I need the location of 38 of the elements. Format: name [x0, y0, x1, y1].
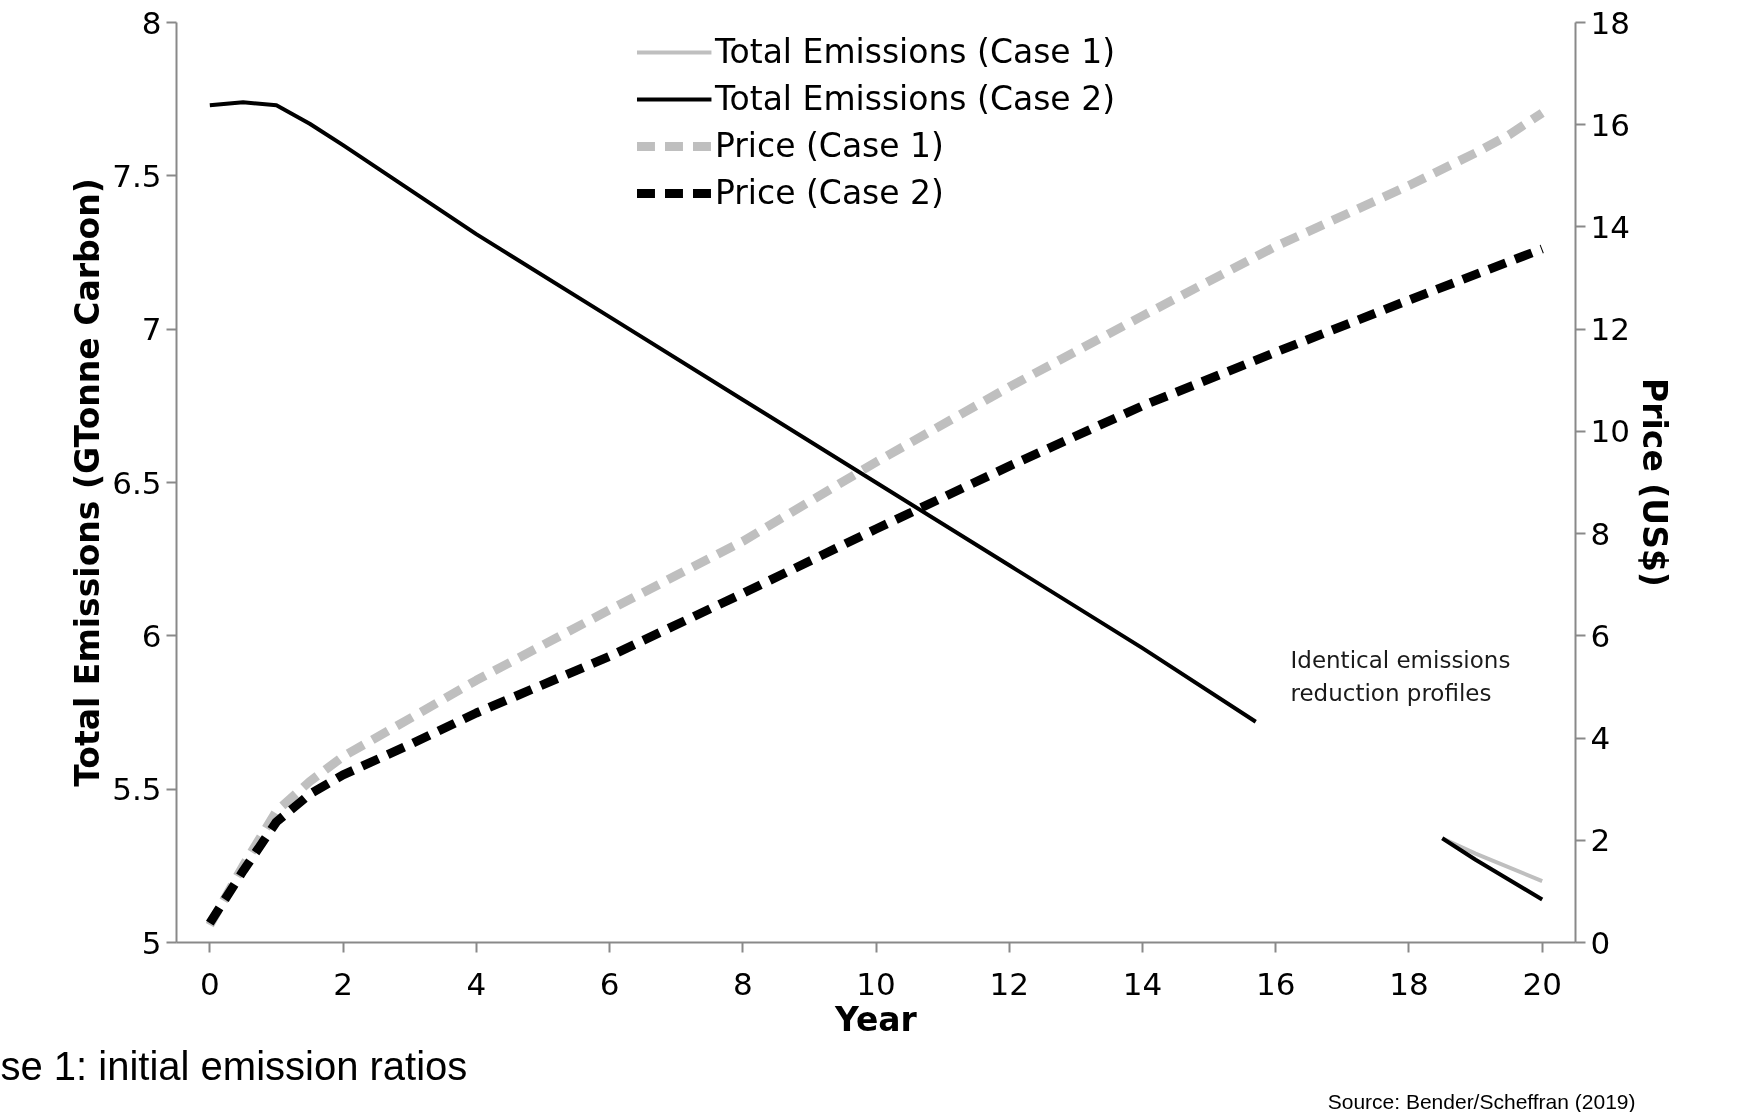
y2-tick-label: 4	[1590, 720, 1611, 757]
annotation: Identical emissions reduction profiles	[1290, 646, 1511, 707]
y2-tick-label: 12	[1590, 311, 1630, 348]
y2-tick-label: 18	[1590, 4, 1630, 41]
x-axis-title: Year	[834, 999, 918, 1039]
x-tick-label: 0	[199, 965, 220, 1002]
x-tick-label: 6	[599, 965, 620, 1002]
y2-tick-label: 16	[1590, 106, 1630, 143]
legend-label: Price (Case 2)	[714, 173, 944, 212]
y2-tick-label: 10	[1590, 413, 1630, 450]
y2-axis-title: Price (US$)	[1634, 378, 1674, 587]
x-tick-label: 10	[856, 965, 896, 1002]
x-tick-label: 14	[1122, 965, 1163, 1002]
y2-tick-label: 8	[1590, 515, 1611, 552]
x-tick-label: 18	[1389, 965, 1429, 1002]
y-tick-label: 6	[141, 617, 162, 654]
legend-label: Total Emissions (Case 2)	[714, 79, 1116, 118]
y2-tick-label: 0	[1590, 924, 1611, 961]
x-tick-label: 20	[1522, 965, 1562, 1002]
x-tick-label: 16	[1255, 965, 1296, 1002]
y-tick-label: 7.5	[112, 157, 162, 194]
y-tick-label: 5.5	[112, 771, 162, 808]
text: se 1: initial emission ratios	[0, 1043, 468, 1088]
y-tick-label: 8	[141, 4, 162, 41]
y-tick-label: 7	[141, 311, 162, 348]
x-tick-label: 12	[989, 965, 1029, 1002]
y-tick-label: 6.5	[112, 464, 162, 501]
y2-tick-label: 2	[1590, 822, 1611, 859]
x-tick-label: 2	[333, 965, 353, 1002]
legend-label: Price (Case 1)	[714, 126, 944, 165]
legend-label: Total Emissions (Case 1)	[714, 32, 1116, 71]
y2-tick-label: 6	[1590, 617, 1611, 654]
y2-tick-label: 14	[1590, 208, 1630, 245]
y-axis-title: Total Emissions (GTonne Carbon)	[68, 178, 108, 787]
x-tick-label: 4	[466, 965, 487, 1002]
source-note: Source: Bender/Scheffran (2019)	[1327, 1089, 1636, 1112]
y-tick-label: 5	[141, 924, 162, 961]
x-tick-label: 8	[732, 965, 753, 1002]
